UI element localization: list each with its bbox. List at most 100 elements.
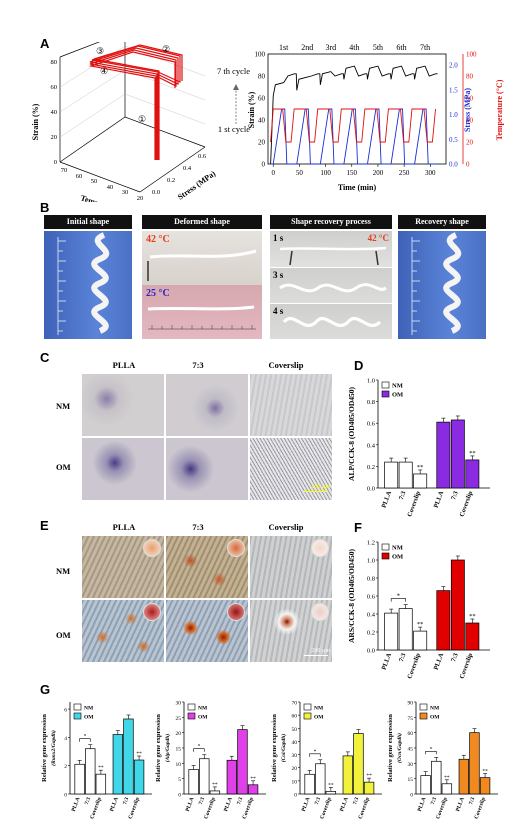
- stress-tick-label: 0.0: [449, 161, 458, 169]
- ars-stain-nm-plla: [82, 536, 164, 598]
- panel-label-g: G: [40, 682, 51, 697]
- y-axis-sublabel: (Col/Gapdh): [280, 734, 287, 763]
- om-bar: [458, 758, 470, 795]
- om-bar: [353, 733, 364, 795]
- ars-stain-om-plla: [82, 600, 164, 662]
- significance-label: **: [482, 769, 488, 775]
- om-bar: [363, 781, 375, 795]
- y-tick-label: 6: [64, 708, 67, 714]
- col-label-73: 7:3: [192, 360, 204, 370]
- nm-bar: [398, 461, 413, 489]
- temperature-tick-label: 40: [466, 117, 474, 125]
- nm-bar: [188, 769, 199, 795]
- significance-star: *: [397, 593, 400, 600]
- category-label: 7:3: [198, 796, 206, 805]
- nm-bar: [420, 775, 431, 795]
- category-label: Coverslip: [459, 652, 475, 680]
- nm-bar: [304, 773, 315, 795]
- x-tick: 60: [76, 173, 83, 180]
- nm-bar: [384, 612, 399, 651]
- well-inset: [311, 603, 329, 621]
- x-tick-label: 0: [271, 169, 275, 177]
- y-axis-label: ALP/CCK-8 (OD405/OD450): [348, 387, 356, 481]
- stress-tick-label: 1.0: [449, 111, 458, 119]
- ars-stain-nm-coverslip: [250, 536, 332, 598]
- alp-stain-om-plla: [82, 438, 164, 500]
- legend-om-label: OM: [430, 715, 440, 721]
- category-label: PLLA: [109, 797, 120, 813]
- panel-g-chart-col: 0 10 20 30 40 50 60 70 Relative gene expression(…: [271, 701, 382, 820]
- om-bar: [469, 732, 480, 795]
- x-tick-label: 150: [347, 169, 358, 177]
- col-label-73-e: 7:3: [192, 522, 204, 532]
- step-3-label: ③: [96, 46, 104, 56]
- cycle-label: 5th: [373, 43, 383, 52]
- y-axis-label: Stress (MPa): [176, 169, 218, 202]
- temperature-tick-label: 60: [466, 95, 474, 103]
- y-tick-label: 60: [292, 714, 298, 720]
- category-label: Coverslip: [406, 490, 422, 518]
- stress-axis-label: Stress (MPa): [463, 88, 472, 132]
- significance-bracket: [193, 748, 205, 752]
- legend-om-swatch: [381, 552, 390, 560]
- step-1-label: ①: [138, 114, 146, 124]
- z-axis-label: Strain (%): [31, 103, 40, 140]
- category-label: Coverslip: [459, 490, 475, 518]
- cycle-label: 3rd: [325, 43, 336, 52]
- z-tick: 40: [51, 109, 58, 116]
- strain-tick-label: 40: [258, 117, 266, 125]
- scale-bar-c: [304, 490, 328, 492]
- panel-g-chart-alp: 0 5 10 15 20 25 30 Relative gene expression (Alp…: [155, 701, 266, 820]
- y-tick-label: 0.4: [367, 612, 376, 619]
- legend-om-swatch: [303, 712, 312, 720]
- well-inset: [227, 603, 245, 621]
- x-tick: 70: [61, 167, 68, 174]
- deformed-shape-photo-42: 42 °C: [142, 231, 262, 285]
- cycle-label: 2nd: [301, 43, 313, 52]
- alp-stain-nm-73: [166, 374, 248, 436]
- cycle-label: 7th: [420, 43, 430, 52]
- y-tick: 0.4: [183, 165, 192, 172]
- scale-bar-e-label: 200 µm: [311, 648, 330, 654]
- om-bar: [237, 729, 248, 795]
- y-tick-label: 1.2: [367, 540, 375, 547]
- category-label: Coverslip: [406, 652, 422, 680]
- significance-bracket: [390, 598, 406, 602]
- significance-bracket: [309, 753, 321, 757]
- panel-label-d: D: [354, 358, 364, 373]
- y-tick: 0.6: [198, 153, 207, 160]
- panel-g-chart-ocn: 0 15 30 45 60 75 90 Relative gene expression (Oc…: [387, 701, 498, 820]
- category-label: PLLA: [185, 797, 196, 813]
- legend-nm-swatch: [381, 543, 390, 551]
- x-tick-label: 200: [373, 169, 384, 177]
- nm-bar: [431, 760, 442, 795]
- strain-tick-label: 20: [258, 139, 266, 147]
- strain-tick-label: 100: [255, 51, 266, 59]
- well-inset: [311, 539, 329, 557]
- category-label: PLLA: [301, 797, 312, 813]
- nm-bar: [95, 773, 107, 795]
- y-tick-label: 20: [176, 731, 182, 737]
- significance-label: **: [417, 621, 424, 628]
- significance-star: *: [84, 734, 87, 740]
- ars-stain-om-73: [166, 600, 248, 662]
- nm-bar: [325, 791, 337, 795]
- temperature-tick-label: 0: [466, 161, 470, 169]
- y-tick-label: 30: [408, 762, 414, 768]
- legend-nm-label: NM: [198, 706, 208, 712]
- temperature-series-line: [270, 108, 436, 143]
- y-tick-label: 15: [176, 747, 182, 753]
- legend-nm-swatch: [187, 703, 196, 711]
- legend-nm-swatch: [73, 703, 82, 711]
- legend-om-swatch: [381, 390, 390, 398]
- header-deformed-shape: Deformed shape: [142, 215, 262, 229]
- y-tick: 0.2: [167, 177, 175, 184]
- temperature-tick-label: 80: [466, 73, 474, 81]
- significance-star: *: [314, 749, 317, 755]
- y-tick-label: 0.2: [367, 630, 375, 637]
- scale-bar-e: [304, 654, 328, 656]
- legend-om-label: OM: [314, 715, 324, 721]
- category-label: 7:3: [398, 652, 408, 663]
- significance-bracket: [79, 738, 91, 742]
- y-tick-label: 10: [292, 779, 298, 785]
